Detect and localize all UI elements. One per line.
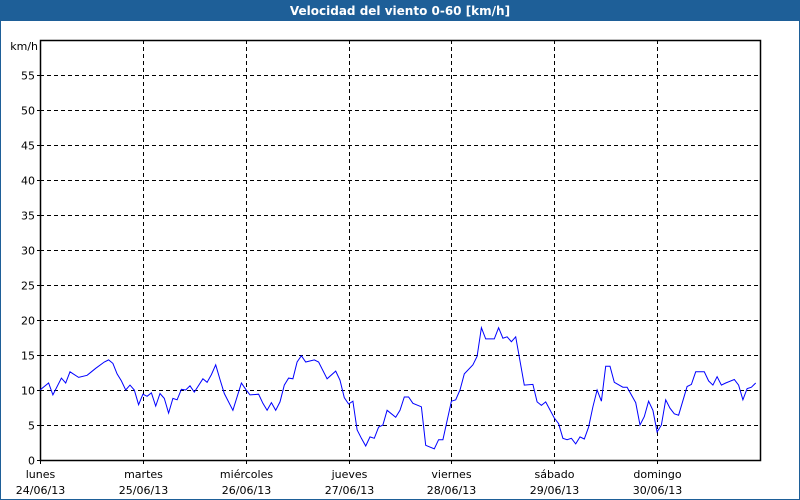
y-tick-label: 40 — [21, 175, 35, 188]
y-tick-label: 35 — [21, 210, 35, 223]
y-tick-label: 55 — [21, 70, 35, 83]
x-tick-day: lunes — [26, 468, 56, 481]
y-tick-label: 0 — [28, 455, 35, 468]
y-tick-label: 30 — [21, 245, 35, 258]
x-tick-date: 30/06/13 — [633, 484, 682, 497]
y-axis-label: km/h — [10, 40, 38, 53]
x-tick-day: miércoles — [220, 468, 273, 481]
y-ticks: 0 5 10 15 20 25 30 35 40 45 50 55 — [21, 70, 40, 468]
x-tick-day: sábado — [535, 468, 575, 481]
y-tick-label: 15 — [21, 350, 35, 363]
y-tick-label: 10 — [21, 385, 35, 398]
x-tick-date: 25/06/13 — [119, 484, 168, 497]
x-tick-date: 27/06/13 — [325, 484, 374, 497]
x-tick-date: 28/06/13 — [427, 484, 476, 497]
x-tick-day: martes — [124, 468, 163, 481]
x-tick-date: 29/06/13 — [530, 484, 579, 497]
y-tick-label: 45 — [21, 140, 35, 153]
x-tick-day: jueves — [331, 468, 368, 481]
y-tick-label: 20 — [21, 315, 35, 328]
x-tick-day: domingo — [633, 468, 681, 481]
plot-frame — [39, 39, 762, 462]
x-tick-day: viernes — [431, 468, 471, 481]
x-ticks: lunes 24/06/13 martes 25/06/13 miércoles 26/0… — [16, 460, 682, 497]
chart-title: Velocidad del viento 0-60 [km/h] — [1, 1, 799, 21]
wind-speed-line — [39, 325, 757, 450]
y-tick-label: 5 — [28, 420, 35, 433]
y-tick-label: 50 — [21, 105, 35, 118]
y-tick-label: 25 — [21, 280, 35, 293]
x-tick-date: 24/06/13 — [16, 484, 65, 497]
x-tick-date: 26/06/13 — [222, 484, 271, 497]
grid — [40, 40, 760, 460]
